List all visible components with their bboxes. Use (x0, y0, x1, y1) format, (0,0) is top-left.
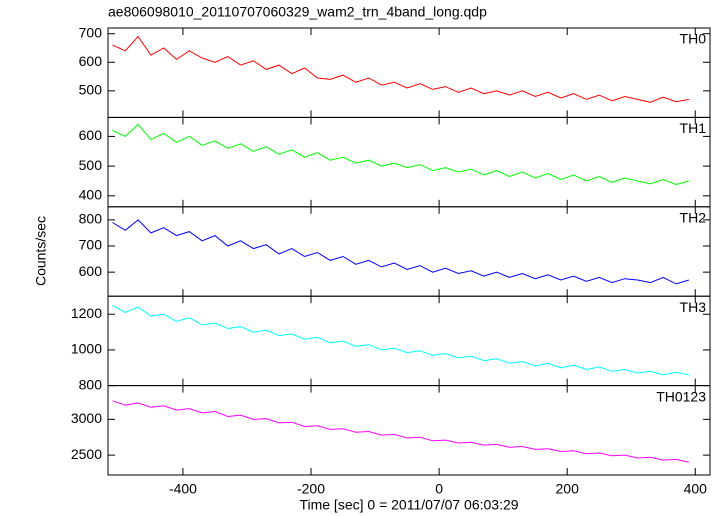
y-tick-label: 600 (79, 127, 103, 143)
panel-frame (107, 206, 711, 297)
x-tick-label: 0 (435, 481, 443, 497)
y-tick-label: 700 (79, 237, 103, 253)
chart-title: ae806098010_20110707060329_wam2_trn_4ban… (108, 4, 487, 20)
y-tick-label: 2500 (71, 446, 102, 462)
panel-label: TH1 (680, 120, 707, 136)
data-line (112, 35, 689, 103)
data-line (112, 400, 690, 463)
panel-label: TH0 (680, 31, 707, 47)
y-tick-label: 600 (79, 53, 103, 69)
y-tick-label: 1000 (71, 341, 102, 357)
y-tick-label: 700 (79, 24, 103, 40)
panel-frame (107, 385, 711, 476)
y-tick-label: 3000 (71, 410, 102, 426)
data-line (112, 304, 690, 376)
y-tick-label: 600 (79, 263, 103, 279)
y-tick-label: 500 (79, 157, 103, 173)
x-tick-label: 200 (556, 481, 580, 497)
x-tick-label: -200 (297, 481, 325, 497)
panel-label: TH2 (680, 210, 707, 226)
panel-frame (107, 27, 711, 118)
x-tick-label: -400 (169, 481, 197, 497)
y-tick-label: 800 (79, 211, 103, 227)
y-tick-label: 800 (79, 376, 103, 392)
panel-label: TH3 (680, 299, 707, 315)
y-tick-label: 400 (79, 187, 103, 203)
panel-frame (107, 295, 711, 387)
data-line (112, 219, 690, 285)
y-tick-label: 1200 (71, 305, 102, 321)
data-line (112, 123, 690, 186)
panel-label: TH0123 (656, 388, 706, 404)
panel-frame (107, 116, 711, 208)
x-tick-label: 400 (684, 481, 708, 497)
y-axis-label: Counts/sec (33, 216, 49, 286)
x-axis-label: Time [sec] 0 = 2011/07/07 06:03:29 (299, 497, 518, 513)
y-tick-label: 500 (79, 82, 103, 98)
